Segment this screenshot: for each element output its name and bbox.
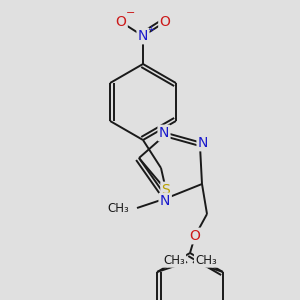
Text: S: S xyxy=(162,183,170,197)
Text: N: N xyxy=(198,136,208,150)
Text: CH₃: CH₃ xyxy=(163,254,185,266)
Text: CH₃: CH₃ xyxy=(195,254,217,266)
Text: N: N xyxy=(160,194,170,208)
Text: CH₃: CH₃ xyxy=(107,202,129,214)
Text: O: O xyxy=(160,15,170,29)
Text: −: − xyxy=(126,8,136,18)
Text: O: O xyxy=(190,229,200,243)
Text: O: O xyxy=(116,15,126,29)
Text: N: N xyxy=(138,29,148,43)
Text: +: + xyxy=(147,25,155,34)
Text: N: N xyxy=(159,126,169,140)
